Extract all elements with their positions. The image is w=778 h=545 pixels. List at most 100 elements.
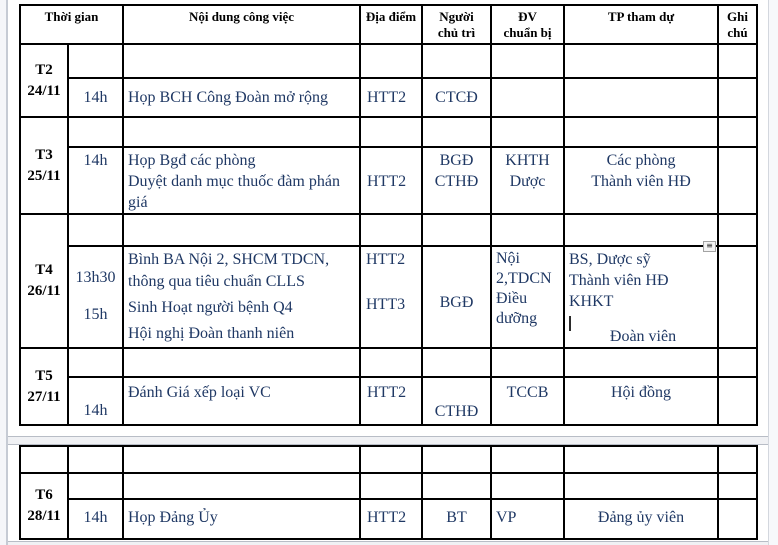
empty-cell[interactable] <box>490 116 565 148</box>
t3-location-cell[interactable]: HTT2 <box>359 146 423 215</box>
t6-attendees-cell[interactable]: Đảng ủy viên <box>563 498 719 540</box>
empty-cell[interactable] <box>563 213 719 247</box>
t6-time-cell[interactable]: 14h <box>67 498 124 540</box>
empty-cell[interactable] <box>717 472 758 500</box>
t4-attendees-line3: KHKT <box>569 293 614 310</box>
t5-day: T5 <box>35 367 53 384</box>
empty-cell[interactable] <box>67 347 124 378</box>
empty-cell[interactable] <box>421 43 492 79</box>
empty-cell[interactable] <box>717 146 758 215</box>
t2-chair-cell[interactable]: CTCĐ <box>421 77 492 118</box>
t4-time-line1: 13h30 <box>75 269 116 286</box>
empty-cell[interactable] <box>490 445 565 474</box>
t6-prep-cell[interactable]: VP <box>490 498 565 540</box>
t3-date: 25/11 <box>27 167 61 184</box>
t4-chair-cell[interactable]: BGĐ <box>421 245 492 349</box>
header-prep: ĐV chuẩn bị <box>490 4 565 45</box>
empty-cell[interactable] <box>19 445 69 474</box>
t4-day-cell[interactable]: T4 26/11 <box>19 213 69 349</box>
empty-cell[interactable] <box>717 498 758 540</box>
empty-cell[interactable] <box>421 445 492 474</box>
empty-cell[interactable] <box>421 116 492 148</box>
empty-cell[interactable] <box>67 213 124 247</box>
empty-cell[interactable] <box>563 472 719 500</box>
empty-cell[interactable] <box>359 347 423 378</box>
t3-chair-cell[interactable]: BGĐ CTHĐ <box>421 146 492 215</box>
t4-content-cell[interactable]: Bình BA Nội 2, SHCM TDCN, thông qua tiêu… <box>122 245 361 349</box>
cell-options-icon[interactable]: ≡ <box>703 241 716 252</box>
t5-chair-cell[interactable]: CTHĐ <box>421 376 492 426</box>
empty-cell[interactable] <box>563 445 719 474</box>
empty-cell[interactable] <box>122 213 361 247</box>
t6-day-cell[interactable]: T6 28/11 <box>19 472 69 540</box>
t3-content-line2: Duyệt danh mục thuốc đàm phán <box>128 173 340 190</box>
empty-cell[interactable] <box>563 43 719 79</box>
empty-cell[interactable] <box>67 43 124 79</box>
t4-content-line4: Hội nghị Đoàn thanh niên <box>128 325 295 342</box>
t3-chair-line1: BGĐ <box>439 152 474 169</box>
t5-day-cell[interactable]: T5 27/11 <box>19 347 69 426</box>
t3-prep-cell[interactable]: KHTH Dược <box>490 146 565 215</box>
empty-cell[interactable] <box>359 445 423 474</box>
header-notes-line2: chú <box>727 25 748 40</box>
t6-location-cell[interactable]: HTT2 <box>359 498 423 540</box>
t4-content-line3: Sinh Hoạt người bệnh Q4 <box>128 299 293 316</box>
empty-cell[interactable] <box>359 213 423 247</box>
t4-prep-line1: Nội <box>496 250 520 267</box>
empty-cell[interactable] <box>359 116 423 148</box>
t2-time-cell[interactable]: 14h <box>67 77 124 118</box>
empty-cell[interactable] <box>67 445 124 474</box>
t6-chair-cell[interactable]: BT <box>421 498 492 540</box>
empty-cell[interactable] <box>490 43 565 79</box>
t4-attendees-line1: BS, Dược sỹ <box>569 251 651 268</box>
empty-cell[interactable] <box>490 347 565 378</box>
empty-cell[interactable] <box>421 472 492 500</box>
t3-day-cell[interactable]: T3 25/11 <box>19 116 69 215</box>
empty-cell[interactable] <box>717 245 758 349</box>
empty-cell[interactable] <box>421 213 492 247</box>
empty-cell[interactable] <box>717 43 758 79</box>
t4-location-cell[interactable]: HTT2 HTT3 <box>359 245 423 349</box>
t3-time-cell[interactable]: 14h <box>67 146 124 215</box>
empty-cell[interactable] <box>490 472 565 500</box>
empty-cell[interactable] <box>359 43 423 79</box>
t2-content-cell[interactable]: Họp BCH Công Đoàn mở rộng <box>122 77 361 118</box>
empty-cell[interactable] <box>490 77 565 118</box>
t5-time-cell[interactable]: 14h <box>67 376 124 426</box>
t5-content-cell[interactable]: Đánh Giá xếp loại VC <box>122 376 361 426</box>
t3-content-cell[interactable]: Họp Bgđ các phòng Duyệt danh mục thuốc đ… <box>122 146 361 215</box>
t4-prep-cell[interactable]: Nội 2,TDCN Điều dưỡng <box>490 245 565 349</box>
empty-cell[interactable] <box>67 116 124 148</box>
bottom-edge-band <box>8 541 778 545</box>
empty-cell[interactable] <box>67 472 124 500</box>
empty-cell[interactable] <box>717 213 758 247</box>
t4-attendees-line2: Thành viên HĐ <box>569 272 669 289</box>
empty-cell[interactable] <box>421 347 492 378</box>
t5-attendees-cell[interactable]: Hội đồng <box>563 376 719 426</box>
empty-cell[interactable] <box>717 77 758 118</box>
empty-cell[interactable] <box>563 77 719 118</box>
empty-cell[interactable] <box>717 376 758 426</box>
t2-location-cell[interactable]: HTT2 <box>359 77 423 118</box>
empty-cell[interactable] <box>563 347 719 378</box>
empty-cell[interactable] <box>563 116 719 148</box>
t4-time-cell[interactable]: 13h30 15h <box>67 245 124 349</box>
t5-prep-cell[interactable]: TCCB <box>490 376 565 426</box>
empty-cell[interactable] <box>717 445 758 474</box>
t2-day-cell[interactable]: T2 24/11 <box>19 43 69 118</box>
header-notes-line1: Ghi <box>727 9 748 24</box>
empty-cell[interactable] <box>490 213 565 247</box>
empty-cell[interactable] <box>359 472 423 500</box>
empty-cell[interactable] <box>122 347 361 378</box>
empty-cell[interactable] <box>717 347 758 378</box>
t5-location-cell[interactable]: HTT2 <box>359 376 423 426</box>
empty-cell[interactable] <box>122 116 361 148</box>
empty-cell[interactable] <box>717 116 758 148</box>
empty-cell[interactable] <box>122 472 361 500</box>
t3-attendees-cell[interactable]: Các phòng Thành viên HĐ <box>563 146 719 215</box>
empty-cell[interactable] <box>122 43 361 79</box>
empty-cell[interactable] <box>122 445 361 474</box>
schedule-table-week1: Thời gian Nội dung công việc Địa điểm Ng… <box>19 4 758 426</box>
t6-content-cell[interactable]: Họp Đảng Ủy <box>122 498 361 540</box>
t4-attendees-cell[interactable]: BS, Dược sỹ Thành viên HĐ KHKT Đoàn viên <box>563 245 719 349</box>
